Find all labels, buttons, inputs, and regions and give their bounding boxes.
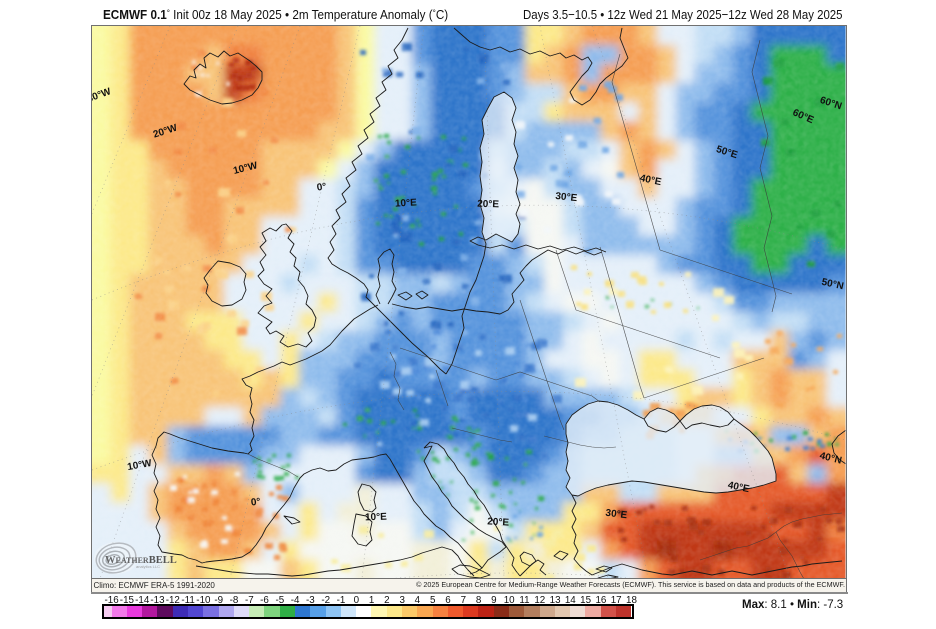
svg-text:10°E: 10°E	[365, 511, 387, 523]
svg-text:30°E: 30°E	[555, 190, 578, 203]
svg-text:20°E: 20°E	[487, 516, 510, 528]
svg-text:analytics LLC: analytics LLC	[136, 564, 160, 569]
svg-text:40°N: 40°N	[818, 450, 842, 466]
svg-text:20°E: 20°E	[477, 198, 499, 210]
svg-text:40°E: 40°E	[639, 172, 663, 187]
svg-text:50°N: 50°N	[820, 276, 844, 291]
svg-text:10°E: 10°E	[395, 197, 418, 209]
svg-text:0°: 0°	[250, 496, 261, 508]
svg-text:0°: 0°	[316, 181, 327, 193]
svg-text:40°E: 40°E	[727, 479, 751, 494]
svg-text:30°E: 30°E	[605, 507, 628, 521]
svg-text:10°W: 10°W	[127, 457, 154, 472]
svg-text:WEATHERBELL: WEATHERBELL	[105, 555, 177, 566]
